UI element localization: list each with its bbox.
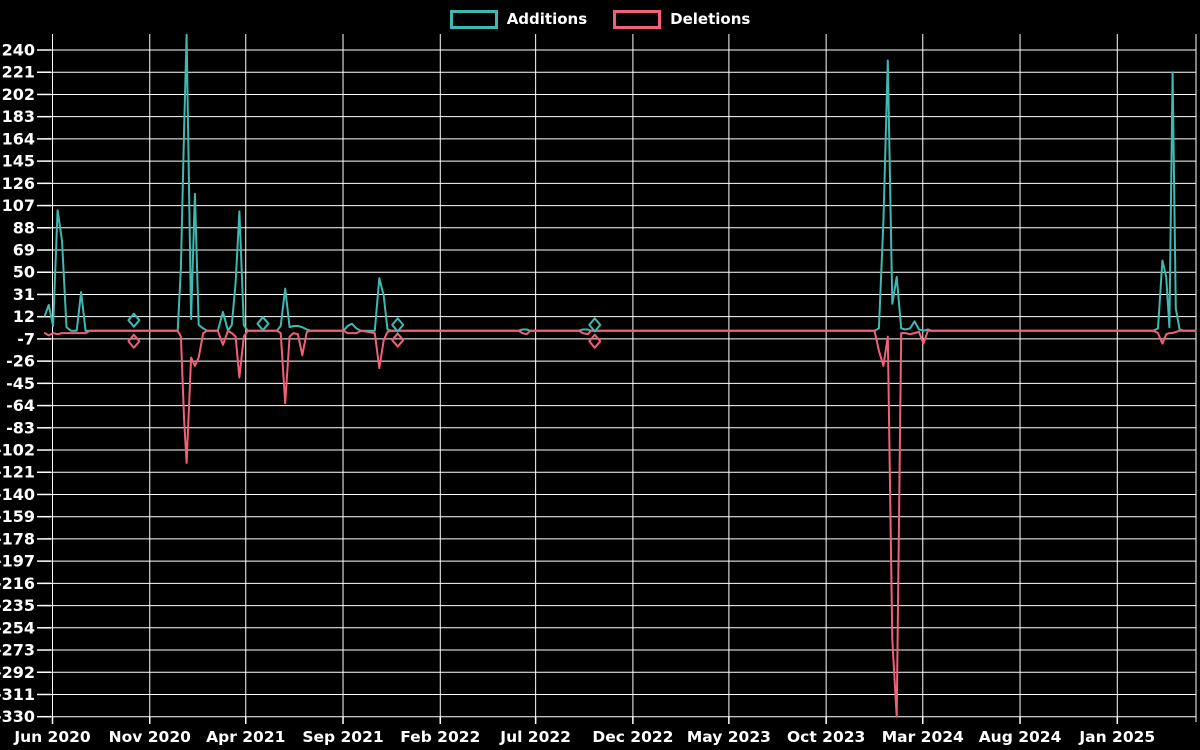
isolated-point-marker <box>391 332 405 348</box>
chart-legend: Additions Deletions <box>0 6 1200 32</box>
y-tick-label: -330 <box>0 707 35 726</box>
y-tick-label: 145 <box>2 152 35 171</box>
legend-deletions-label: Deletions <box>670 10 751 28</box>
y-tick-label: 12 <box>13 307 35 326</box>
y-tick-label: 164 <box>2 129 35 148</box>
y-tick-label: -311 <box>0 685 35 704</box>
y-tick-label: 240 <box>2 41 35 60</box>
y-tick-label: -26 <box>6 352 35 371</box>
x-tick-label: Jan 2025 <box>1078 728 1155 746</box>
x-tick-label: Jul 2022 <box>499 728 571 746</box>
legend-item-deletions[interactable]: Deletions <box>613 9 751 29</box>
x-tick-label: May 2023 <box>687 728 771 746</box>
deletions-swatch-icon <box>613 9 662 29</box>
x-tick-label: Nov 2020 <box>109 728 191 746</box>
y-tick-label: 88 <box>13 218 35 237</box>
isolated-point-marker <box>391 317 405 333</box>
y-tick-label: -121 <box>0 463 35 482</box>
y-tick-label: -292 <box>0 663 35 682</box>
y-tick-label: -216 <box>0 574 35 593</box>
y-tick-label: -178 <box>0 529 35 548</box>
isolated-point-marker <box>127 312 141 328</box>
y-tick-label: -159 <box>0 507 35 526</box>
legend-item-additions[interactable]: Additions <box>449 9 588 29</box>
x-tick-label: Jun 2020 <box>13 728 91 746</box>
y-tick-label: -83 <box>6 418 35 437</box>
y-tick-label: 126 <box>2 174 35 193</box>
y-tick-label: -254 <box>0 618 35 637</box>
y-tick-label: -64 <box>6 396 35 415</box>
y-tick-label: 221 <box>2 63 35 82</box>
y-tick-label: 50 <box>13 263 35 282</box>
x-tick-label: Dec 2022 <box>592 728 673 746</box>
y-tick-label: -197 <box>0 552 35 571</box>
y-tick-label: 183 <box>2 107 35 126</box>
y-tick-label: -273 <box>0 641 35 660</box>
y-tick-label: 31 <box>13 285 35 304</box>
y-tick-label: 202 <box>2 85 35 104</box>
y-tick-label: -140 <box>0 485 35 504</box>
y-tick-label: -235 <box>0 596 35 615</box>
isolated-point-marker <box>256 316 270 332</box>
isolated-point-marker <box>588 333 602 349</box>
additions-line <box>43 33 1197 332</box>
x-tick-label: Aug 2024 <box>979 728 1062 746</box>
y-tick-label: 107 <box>2 196 35 215</box>
additions-swatch-icon <box>449 9 498 29</box>
x-tick-label: Apr 2021 <box>206 728 285 746</box>
deletions-line <box>43 329 1197 718</box>
x-tick-label: Oct 2023 <box>787 728 865 746</box>
y-tick-label: -102 <box>0 441 35 460</box>
isolated-point-marker <box>588 317 602 333</box>
y-tick-label: -7 <box>17 329 35 348</box>
legend-additions-label: Additions <box>506 10 588 28</box>
x-tick-label: Sep 2021 <box>302 728 383 746</box>
isolated-point-marker <box>127 333 141 349</box>
x-tick-label: Mar 2024 <box>882 728 964 746</box>
y-tick-label: 69 <box>13 241 35 260</box>
y-tick-label: -45 <box>6 374 35 393</box>
x-tick-label: Feb 2022 <box>400 728 480 746</box>
